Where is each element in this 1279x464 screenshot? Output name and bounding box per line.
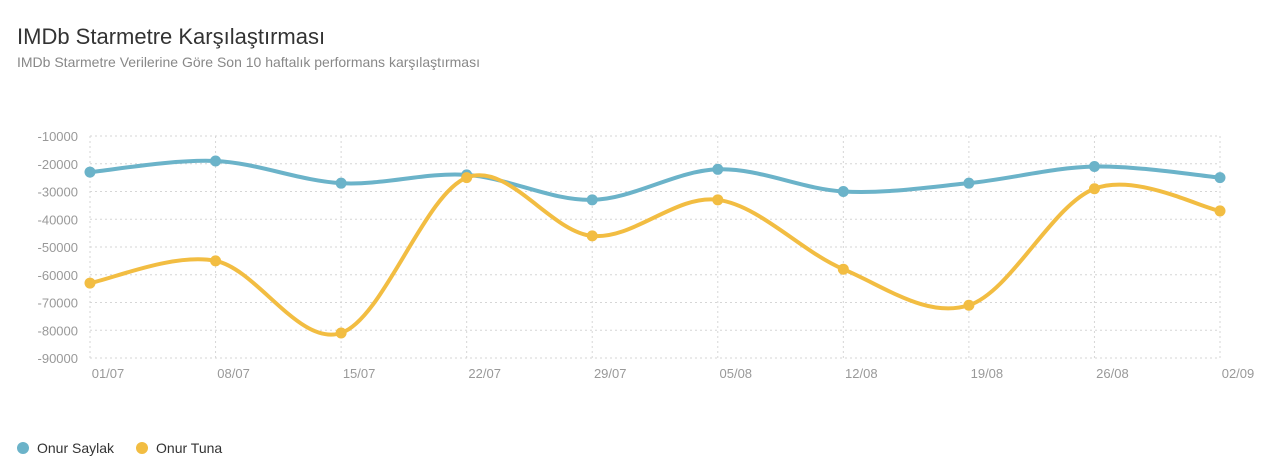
legend-label-onur-tuna: Onur Tuna	[156, 440, 223, 456]
series-line-onur-saylak	[88, 158, 1222, 202]
data-point-onur-tuna	[335, 327, 347, 339]
legend-swatch-onur-saylak	[17, 442, 29, 454]
x-tick-label: 29/07	[594, 366, 627, 381]
x-tick-label: 22/07	[468, 366, 501, 381]
chart-subtitle: IMDb Starmetre Verilerine Göre Son 10 ha…	[17, 54, 480, 70]
data-point-onur-saylak	[837, 186, 849, 197]
y-tick-label: -30000	[38, 185, 78, 200]
data-point-onur-tuna	[712, 194, 724, 206]
y-tick-label: -50000	[38, 240, 78, 255]
x-tick-label: 12/08	[845, 366, 878, 381]
legend-label-onur-saylak: Onur Saylak	[37, 440, 115, 456]
data-point-onur-saylak	[1088, 161, 1100, 173]
legend: Onur Saylak Onur Tuna	[17, 440, 222, 456]
data-point-onur-tuna	[963, 299, 975, 311]
data-point-onur-saylak	[712, 163, 724, 175]
legend-swatch-onur-tuna	[136, 442, 149, 454]
data-point-onur-saylak	[586, 194, 598, 206]
y-tick-label: -60000	[38, 268, 78, 283]
y-tick-label: -90000	[38, 351, 78, 366]
y-tick-label: -70000	[38, 296, 78, 311]
y-tick-label: -20000	[38, 157, 78, 172]
x-tick-label: 08/07	[217, 366, 250, 381]
y-tick-label: -40000	[38, 212, 78, 227]
x-tick-label: 19/08	[971, 366, 1004, 381]
data-point-onur-saylak	[1214, 172, 1226, 184]
x-tick-label: 15/07	[343, 366, 376, 381]
data-point-onur-tuna	[1088, 183, 1100, 195]
legend-item-onur-saylak[interactable]: Onur Saylak	[17, 440, 114, 456]
x-tick-label: 02/09	[1222, 366, 1255, 381]
series-line-onur-tuna	[88, 173, 1222, 337]
data-point-onur-saylak	[84, 166, 96, 178]
data-point-onur-saylak	[335, 177, 347, 189]
y-tick-label: -10000	[38, 129, 78, 144]
data-point-onur-tuna	[461, 172, 473, 184]
data-point-onur-tuna	[1214, 205, 1226, 217]
data-point-onur-tuna	[84, 277, 96, 289]
legend-item-onur-tuna[interactable]: Onur Tuna	[136, 440, 222, 456]
data-point-onur-tuna	[210, 255, 222, 267]
chart-title: IMDb Starmetre Karşılaştırması	[17, 24, 326, 49]
data-point-onur-saylak	[210, 155, 222, 167]
data-point-onur-saylak	[963, 177, 975, 189]
data-point-onur-tuna	[837, 263, 849, 275]
x-tick-label: 01/07	[92, 366, 125, 381]
x-tick-label: 05/08	[720, 366, 753, 381]
y-tick-label: -80000	[38, 323, 78, 338]
data-point-onur-tuna	[586, 230, 598, 242]
x-tick-label: 26/08	[1096, 366, 1129, 381]
